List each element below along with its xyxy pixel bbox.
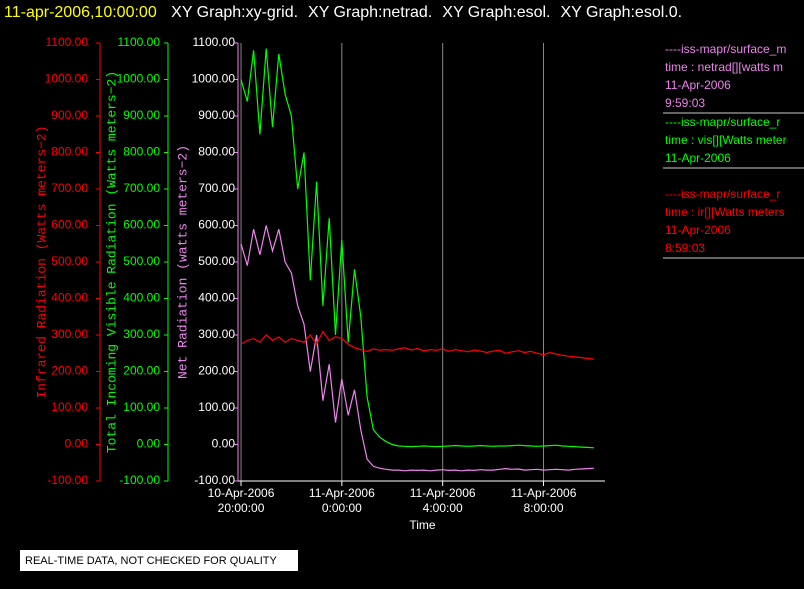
y-tick-label: 700.00 <box>123 181 160 195</box>
y-tick-label: 700.00 <box>51 181 88 195</box>
y-tick-label: 600.00 <box>198 218 235 232</box>
x-tick-label: 11-Apr-2006 0:00:00 <box>309 486 375 515</box>
footer-note: REAL-TIME DATA, NOT CHECKED FOR QUALITY <box>25 555 277 567</box>
legend-detail: time : vis[][Watts meter <box>665 133 787 147</box>
y-tick-label: 0.00 <box>137 437 161 451</box>
y-tick-label: 700.00 <box>198 181 235 195</box>
y-tick-label: -100.00 <box>194 473 235 487</box>
y-tick-label: 500.00 <box>198 254 235 268</box>
y-tick-label: 100.00 <box>198 400 235 414</box>
y-axis-title: Net Radiation (watts meters−2) <box>175 145 190 379</box>
y-tick-label: 800.00 <box>198 145 235 159</box>
y-tick-label: 1100.00 <box>193 35 236 49</box>
y-tick-label: 1000.00 <box>192 72 236 86</box>
series-line <box>240 48 594 449</box>
y-tick-label: 500.00 <box>51 254 88 268</box>
y-axis-title: Total Incoming Visible Radiation (Watts … <box>104 71 119 453</box>
legend-entry: ----iss-mapr/surface_r <box>665 187 780 201</box>
header-item: XY Graph:esol. <box>442 4 550 21</box>
y-tick-label: -100.00 <box>47 473 88 487</box>
x-tick-label: 11-Apr-2006 8:00:00 <box>511 486 577 515</box>
y-tick-label: 500.00 <box>123 254 160 268</box>
x-tick-label: 11-Apr-2006 4:00:00 <box>410 486 476 515</box>
legend-entry: ----iss-mapr/surface_m <box>665 42 786 56</box>
y-tick-label: 600.00 <box>123 218 160 232</box>
legend-detail: 11-Apr-2006 <box>665 78 731 92</box>
y-tick-label: 800.00 <box>51 145 88 159</box>
header-item: XY Graph:esol.0. <box>561 4 683 21</box>
y-tick-label: 300.00 <box>123 327 160 341</box>
series-line <box>240 225 594 472</box>
y-tick-label: 1100.00 <box>118 35 161 49</box>
y-tick-label: 200.00 <box>51 364 88 378</box>
y-tick-label: 1000.00 <box>117 72 161 86</box>
y-tick-label: 400.00 <box>198 291 235 305</box>
y-tick-label: 800.00 <box>123 145 160 159</box>
legend-detail: time : netrad[][watts m <box>665 60 783 74</box>
x-tick-label: 10-Apr-2006 20:00:00 <box>208 486 275 515</box>
header-item: XY Graph:netrad. <box>308 4 432 21</box>
chart-title: 11-apr-2006,10:00:00 <box>4 4 157 21</box>
y-tick-label: 200.00 <box>123 364 160 378</box>
header-item: XY Graph:xy-grid. <box>171 4 298 21</box>
y-tick-label: 400.00 <box>51 291 88 305</box>
y-tick-label: -100.00 <box>119 473 160 487</box>
y-tick-label: 0.00 <box>212 437 236 451</box>
header: 11-apr-2006,10:00:00 XY Graph:xy-grid. XY… <box>4 4 682 21</box>
y-tick-label: 1100.00 <box>46 35 89 49</box>
legend-detail: 9:59:03 <box>665 96 705 110</box>
y-tick-label: 900.00 <box>123 108 160 122</box>
y-tick-label: 300.00 <box>51 327 88 341</box>
y-tick-label: 100.00 <box>123 400 160 414</box>
y-tick-label: 200.00 <box>198 364 235 378</box>
x-axis-title: Time <box>409 518 436 532</box>
y-tick-label: 900.00 <box>198 108 235 122</box>
y-tick-label: 900.00 <box>51 108 88 122</box>
legend-detail: time : ir[][Watts meters <box>665 205 785 219</box>
y-tick-label: 100.00 <box>51 400 88 414</box>
y-tick-label: 0.00 <box>65 437 89 451</box>
y-tick-label: 1000.00 <box>45 72 89 86</box>
legend-detail: 11-Apr-2006 <box>665 223 731 237</box>
y-tick-label: 300.00 <box>198 327 235 341</box>
legend-detail: 11-Apr-2006 <box>665 151 731 165</box>
y-axis-title: Infrared Radiation (Watts meters−2) <box>34 125 49 398</box>
series-line <box>240 330 594 360</box>
y-tick-label: 400.00 <box>123 291 160 305</box>
y-tick-label: 600.00 <box>51 218 88 232</box>
legend-detail: 8:59:03 <box>665 241 705 255</box>
footer-box <box>20 550 298 571</box>
legend-entry: ----iss-mapr/surface_r <box>665 115 780 129</box>
